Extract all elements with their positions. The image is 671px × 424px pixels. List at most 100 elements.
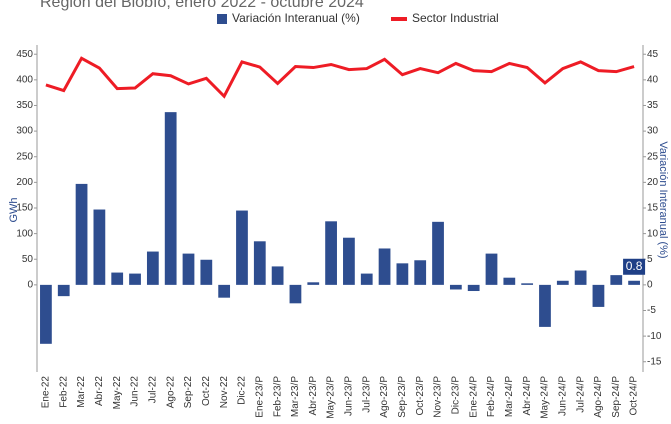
legend-swatch bbox=[217, 14, 227, 24]
y2-tick-label: 25 bbox=[647, 151, 659, 162]
bar bbox=[93, 209, 106, 285]
y2-tick-label: -10 bbox=[647, 331, 662, 342]
x-tick-label: Nov-23/P bbox=[433, 376, 444, 418]
x-tick-label: May-24/P bbox=[540, 376, 551, 419]
y-tick-label: 100 bbox=[16, 228, 33, 239]
y2-tick-label: 10 bbox=[647, 228, 659, 239]
bar bbox=[129, 273, 141, 285]
x-tick-label: Ago-23/P bbox=[379, 376, 390, 418]
bar bbox=[628, 280, 640, 285]
y-tick-label: 150 bbox=[16, 203, 33, 214]
x-tick-label: Oct-24/P bbox=[629, 376, 640, 416]
legend-label: Sector Industrial bbox=[412, 11, 499, 25]
bar bbox=[360, 273, 373, 285]
y-tick-label: 50 bbox=[22, 254, 34, 265]
x-tick-label: Dic-22 bbox=[237, 376, 248, 405]
y-tick-label: 200 bbox=[16, 177, 33, 188]
x-tick-label: Abr-22 bbox=[94, 376, 105, 406]
x-tick-label: Ene-24/P bbox=[468, 376, 479, 418]
x-tick-label: Oct-22 bbox=[201, 376, 212, 406]
bar bbox=[378, 248, 391, 285]
bar bbox=[556, 280, 569, 285]
x-tick-label: Feb-24/P bbox=[486, 376, 497, 417]
bar bbox=[610, 275, 623, 285]
y2-tick-label: 40 bbox=[647, 74, 659, 85]
bar bbox=[57, 284, 70, 297]
x-tick-label: Mar-22 bbox=[76, 376, 87, 408]
bar bbox=[432, 221, 444, 285]
line bbox=[45, 56, 635, 99]
x-tick-label: May-23/P bbox=[326, 376, 337, 419]
x-tick-label: May-22 bbox=[112, 376, 123, 410]
legend: Variación Interanual (%) Sector Industria… bbox=[217, 11, 499, 25]
bar bbox=[182, 253, 195, 285]
y-tick-label: 450 bbox=[16, 49, 33, 60]
bar bbox=[164, 112, 177, 285]
y2-tick-label: 0 bbox=[647, 280, 653, 291]
y-tick-label: 300 bbox=[16, 126, 33, 137]
bar bbox=[218, 284, 231, 298]
x-tick-label: Mar-23/P bbox=[290, 376, 301, 417]
bar bbox=[253, 241, 266, 285]
x-tick-label: Abr-24/P bbox=[522, 376, 533, 416]
y-tick-label: 400 bbox=[16, 74, 33, 85]
bar bbox=[539, 284, 551, 327]
x-tick-label: Oct-23/P bbox=[415, 376, 426, 416]
x-tick-label: Jul-24/P bbox=[575, 376, 586, 413]
x-tick-label: Dic-23/P bbox=[450, 376, 461, 415]
bar bbox=[75, 183, 88, 285]
bar bbox=[146, 251, 159, 285]
bar bbox=[485, 253, 498, 285]
x-tick-label: Jun-22 bbox=[130, 376, 141, 407]
bar bbox=[396, 263, 409, 285]
bar bbox=[343, 237, 355, 285]
bar bbox=[503, 277, 516, 285]
data-label: 0.8 bbox=[626, 259, 643, 273]
y2-axis-title: Variación Interanual (%) bbox=[657, 141, 669, 258]
bar bbox=[307, 282, 320, 285]
bar bbox=[574, 270, 587, 285]
y-axis-title: GWh bbox=[8, 197, 20, 222]
bar bbox=[271, 266, 284, 285]
y-tick-label: 250 bbox=[16, 151, 33, 162]
bar bbox=[40, 284, 52, 344]
x-tick-label: Sep-23/P bbox=[397, 376, 408, 418]
x-tick-label: Mar-24/P bbox=[504, 376, 515, 417]
x-tick-label: Feb-23/P bbox=[272, 376, 283, 417]
x-tick-label: Jun-23/P bbox=[344, 376, 355, 416]
y-tick-label: 350 bbox=[16, 100, 33, 111]
y2-tick-label: 35 bbox=[647, 100, 659, 111]
x-tick-label: Jul-23/P bbox=[361, 376, 372, 413]
y2-tick-label: 20 bbox=[647, 177, 659, 188]
legend-label: Variación Interanual (%) bbox=[232, 11, 360, 25]
x-tick-label: Ene-23/P bbox=[254, 376, 265, 418]
y2-tick-label: 30 bbox=[647, 126, 659, 137]
y2-tick-label: 5 bbox=[647, 254, 653, 265]
x-tick-label: Ago-24/P bbox=[593, 376, 604, 418]
x-tick-label: Nov-22 bbox=[219, 376, 230, 409]
x-tick-label: Abr-23/P bbox=[308, 376, 319, 416]
data-label-box bbox=[623, 258, 646, 275]
x-tick-label: Feb-22 bbox=[58, 376, 69, 408]
bar bbox=[467, 284, 480, 292]
x-tick-label: Sep-24/P bbox=[611, 376, 622, 418]
bar bbox=[289, 284, 302, 304]
x-tick-label: Jun-24/P bbox=[557, 376, 568, 416]
y2-tick-label: -15 bbox=[647, 356, 662, 367]
bar bbox=[325, 221, 337, 285]
bar bbox=[200, 259, 213, 285]
bar bbox=[592, 284, 605, 307]
y2-tick-label: -5 bbox=[647, 305, 656, 316]
bar bbox=[449, 284, 462, 290]
bar bbox=[236, 210, 248, 285]
bar bbox=[521, 283, 534, 285]
x-tick-label: Ene-22 bbox=[41, 376, 52, 409]
x-tick-label: Jul-22 bbox=[147, 376, 158, 404]
bar bbox=[111, 272, 124, 285]
x-tick-label: Sep-22 bbox=[183, 376, 194, 409]
bar bbox=[414, 260, 427, 285]
y-tick-label: 0 bbox=[27, 280, 33, 291]
y2-tick-label: 15 bbox=[647, 203, 659, 214]
x-tick-label: Ago-22 bbox=[165, 376, 176, 409]
